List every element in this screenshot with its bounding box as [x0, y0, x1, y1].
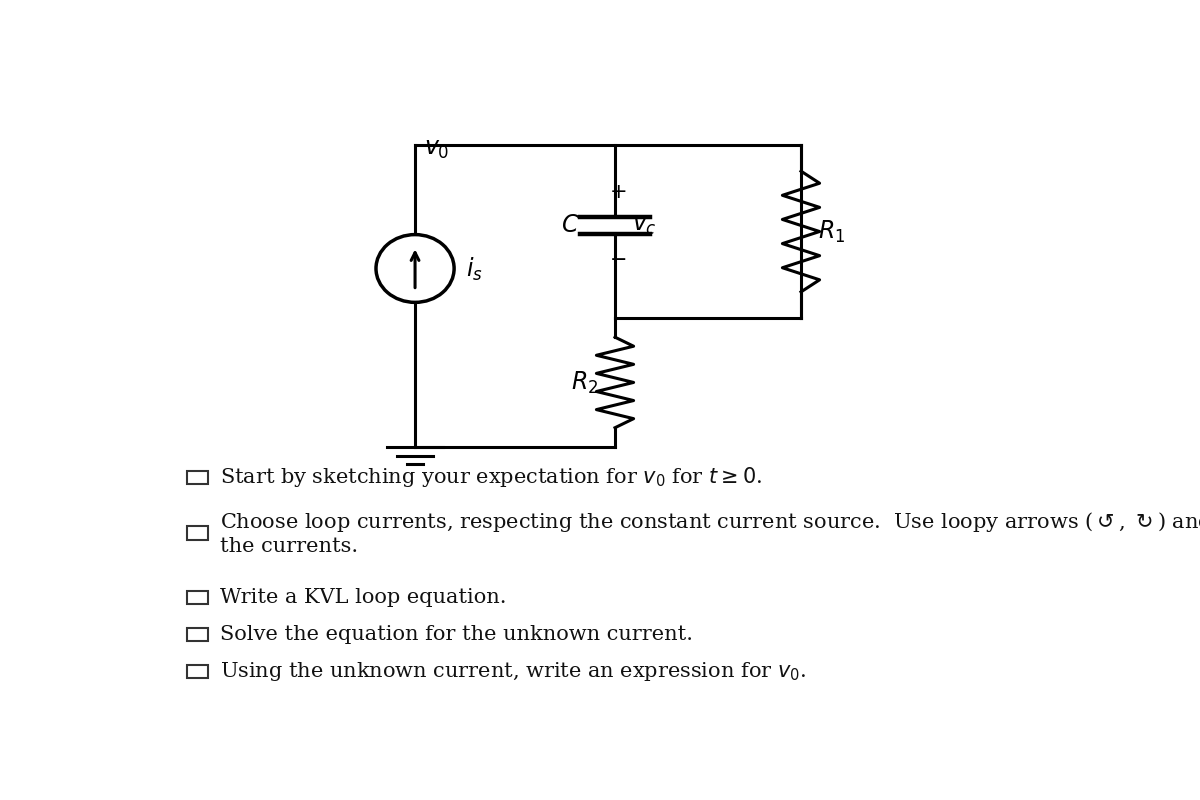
Bar [187, 590, 208, 604]
Text: $R_1$: $R_1$ [817, 218, 845, 245]
Text: Solve the equation for the unknown current.: Solve the equation for the unknown curre… [220, 625, 692, 644]
Text: $i_s$: $i_s$ [467, 256, 484, 283]
Bar [187, 470, 208, 484]
Text: $v_c$: $v_c$ [631, 214, 656, 237]
Text: $C$: $C$ [562, 214, 580, 237]
Text: $v_0$: $v_0$ [425, 138, 450, 161]
Text: $+$: $+$ [610, 183, 626, 202]
Text: Write a KVL loop equation.: Write a KVL loop equation. [220, 588, 506, 607]
Text: Choose loop currents, respecting the constant current source.  Use loopy arrows : Choose loop currents, respecting the con… [220, 510, 1200, 556]
Bar [187, 665, 208, 678]
Text: Using the unknown current, write an expression for $v_0$.: Using the unknown current, write an expr… [220, 660, 806, 683]
Text: Start by sketching your expectation for $v_0$ for $t \geq 0$.: Start by sketching your expectation for … [220, 466, 762, 490]
Text: $-$: $-$ [610, 249, 626, 267]
Bar [187, 526, 208, 539]
Bar [187, 628, 208, 641]
Text: $R_2$: $R_2$ [571, 370, 599, 395]
